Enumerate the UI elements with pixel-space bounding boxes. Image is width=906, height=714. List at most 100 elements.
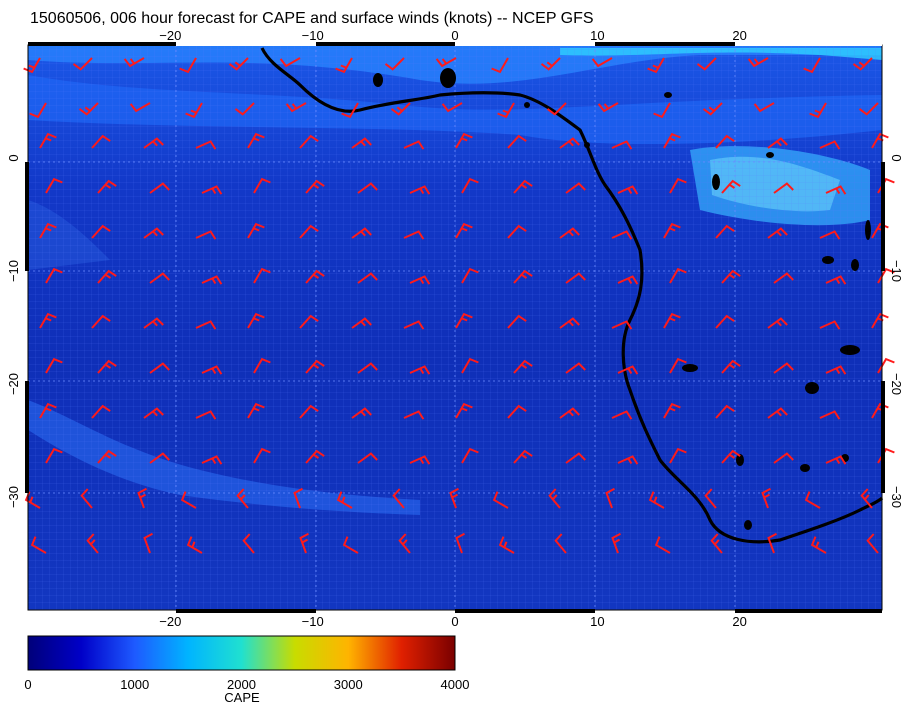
- wind-barb: [403, 410, 425, 420]
- wind-barb: [554, 533, 567, 554]
- wind-barb: [149, 452, 170, 464]
- wind-barb: [858, 102, 879, 116]
- wind-barb: [825, 455, 847, 465]
- wind-barb: [195, 410, 217, 420]
- wind-barb: [247, 312, 265, 329]
- wind-barb: [123, 57, 145, 68]
- wind-barb: [492, 491, 509, 509]
- wind-barb: [299, 134, 319, 149]
- lon-tick-label: 20: [732, 614, 746, 629]
- wind-barb: [335, 57, 353, 74]
- wind-barb: [143, 317, 164, 329]
- wind-barb: [305, 269, 325, 284]
- wind-barb: [877, 447, 895, 464]
- lon-tick-label: −10: [302, 28, 324, 43]
- lon-tick-labels-bottom: −20 −10 0 10 20: [159, 614, 747, 629]
- wind-barb: [767, 227, 788, 239]
- wind-barb: [299, 314, 319, 329]
- wind-barb: [357, 362, 378, 374]
- wind-barb: [669, 357, 687, 374]
- wind-barb: [710, 533, 723, 554]
- lat-tick-label: −10: [889, 260, 904, 282]
- wind-barb: [715, 224, 735, 239]
- wind-barb: [810, 536, 827, 554]
- wind-barb: [409, 185, 431, 195]
- wind-barb: [852, 57, 873, 71]
- lon-tick-label: 0: [451, 28, 458, 43]
- wind-barb: [357, 272, 378, 284]
- wind-barb: [767, 407, 788, 419]
- wind-barb: [247, 402, 265, 419]
- wind-barb: [597, 102, 619, 113]
- wind-barb: [721, 359, 741, 374]
- wind-barb: [565, 182, 586, 194]
- wind-barb: [461, 177, 479, 194]
- wind-barb: [236, 488, 249, 509]
- wind-barb: [409, 455, 431, 465]
- wind-barb: [403, 320, 425, 330]
- wind-barb: [305, 359, 325, 374]
- lat-tick-label: −30: [889, 486, 904, 508]
- wind-barb: [253, 177, 271, 194]
- wind-barb: [129, 102, 151, 113]
- lon-tick-label: 0: [451, 614, 458, 629]
- lon-tick-label: −20: [159, 28, 181, 43]
- wind-barb: [611, 230, 633, 240]
- lat-tick-label: 0: [889, 154, 904, 161]
- wind-barb: [513, 359, 533, 374]
- wind-barb: [455, 222, 473, 239]
- wind-barb: [611, 320, 633, 330]
- colorbar-strip: [27, 635, 456, 671]
- wind-barb: [825, 275, 847, 285]
- wind-barb: [611, 410, 633, 420]
- wind-barb: [97, 359, 117, 374]
- wind-barb: [804, 491, 821, 509]
- coastline: [260, 47, 884, 544]
- lon-tick-label: −20: [159, 614, 181, 629]
- wind-barb: [455, 312, 473, 329]
- wind-barb: [201, 185, 223, 195]
- wind-barb: [39, 402, 57, 419]
- wind-barb: [877, 357, 895, 374]
- wind-barb: [773, 452, 794, 464]
- wind-barb: [767, 317, 788, 329]
- wind-barb: [242, 533, 255, 554]
- wind-barb: [819, 410, 841, 420]
- wind-barb: [29, 102, 47, 119]
- wind-barb: [461, 267, 479, 284]
- wind-barb: [293, 487, 303, 509]
- wind-barb: [195, 230, 217, 240]
- wind-barb: [877, 267, 895, 284]
- wind-barb: [234, 102, 255, 116]
- wind-barb: [201, 365, 223, 375]
- wind-barb: [299, 404, 319, 419]
- colorbar-tick-label: 1000: [120, 677, 149, 692]
- wind-barb: [497, 102, 515, 119]
- lat-tick-label: −20: [6, 373, 21, 395]
- wind-barb: [80, 488, 93, 509]
- wind-barb: [653, 102, 671, 119]
- colorbar-label: CAPE: [224, 690, 260, 705]
- wind-barb: [23, 57, 41, 74]
- wind-barb: [721, 179, 741, 194]
- wind-barb: [617, 275, 639, 285]
- wind-barb: [285, 102, 307, 113]
- wind-barb: [877, 177, 895, 194]
- wind-barb: [498, 536, 515, 554]
- wind-barb: [299, 532, 309, 554]
- wind-barb: [45, 357, 63, 374]
- wind-barb: [767, 532, 777, 554]
- wind-barb: [513, 449, 533, 464]
- wind-barb: [461, 357, 479, 374]
- wind-barb: [663, 132, 681, 149]
- wind-barb: [299, 224, 319, 239]
- wind-barb: [149, 272, 170, 284]
- wind-barb: [559, 227, 580, 239]
- wind-barb: [247, 222, 265, 239]
- wind-barb: [341, 102, 359, 119]
- wind-barb: [336, 491, 353, 509]
- lon-tick-label: 10: [590, 614, 604, 629]
- wind-barb: [648, 491, 665, 509]
- wind-barb: [143, 137, 164, 149]
- wind-barb: [78, 102, 99, 116]
